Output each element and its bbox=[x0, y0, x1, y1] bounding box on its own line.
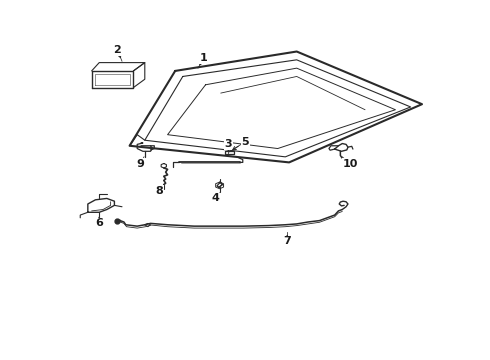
Text: 3: 3 bbox=[224, 139, 232, 149]
Text: 5: 5 bbox=[242, 136, 249, 147]
Text: 1: 1 bbox=[200, 53, 208, 63]
Text: 7: 7 bbox=[283, 237, 291, 246]
Text: 2: 2 bbox=[114, 45, 122, 55]
Text: 4: 4 bbox=[211, 193, 219, 203]
Text: 9: 9 bbox=[136, 159, 144, 169]
Text: 8: 8 bbox=[155, 186, 163, 196]
Text: 6: 6 bbox=[95, 219, 103, 228]
Text: 10: 10 bbox=[343, 159, 358, 169]
